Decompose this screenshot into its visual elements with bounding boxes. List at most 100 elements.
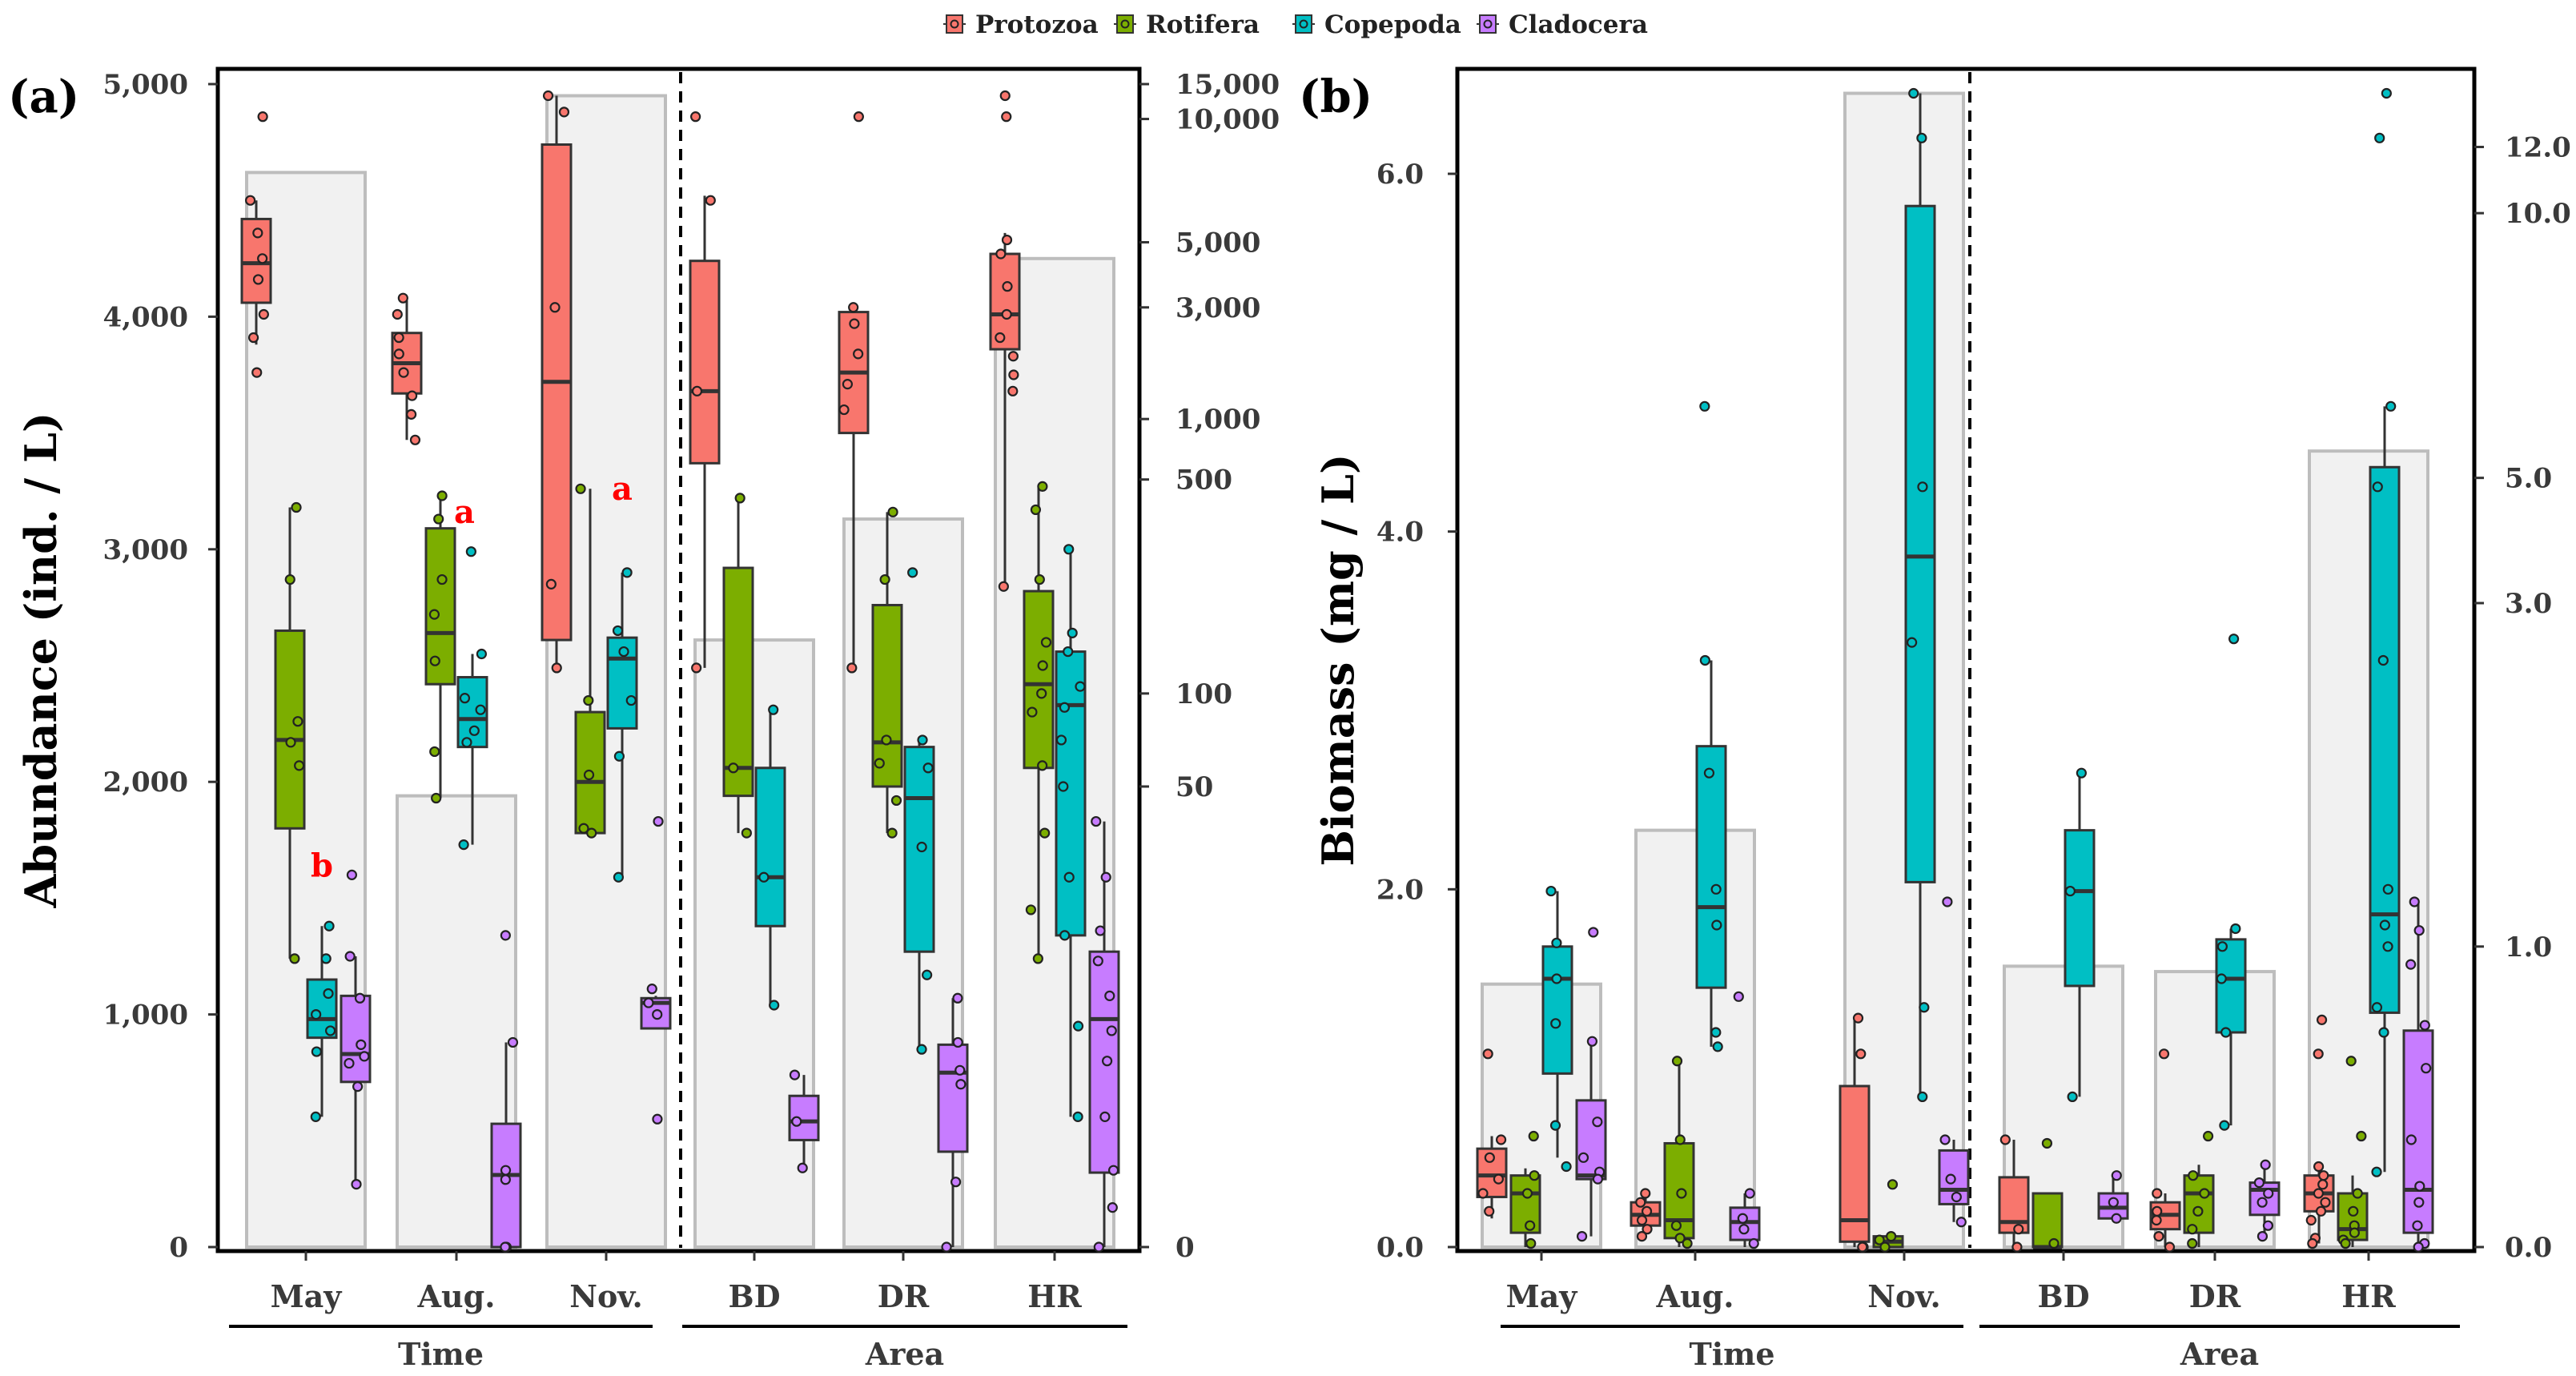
point-copepoda-aug bbox=[459, 693, 471, 704]
y2-tick-label: 0.0 bbox=[2505, 1232, 2552, 1264]
point-protozoa-dr bbox=[848, 302, 859, 313]
point-copepoda-hr bbox=[1063, 646, 1074, 658]
point-protozoa-hr bbox=[2318, 1170, 2329, 1181]
y2-tick-label: 12.0 bbox=[2505, 132, 2571, 164]
legend-label-rotifera: Rotifera bbox=[1146, 10, 1260, 39]
point-protozoa-bd bbox=[690, 111, 701, 123]
point-cladocera-hr bbox=[1107, 1202, 1118, 1213]
y-axis-title: Biomass (mg / L) bbox=[1312, 453, 1364, 866]
point-cladocera-aug bbox=[500, 1241, 511, 1253]
point-copepoda-aug bbox=[475, 704, 486, 715]
point-rotifera-nov bbox=[583, 694, 594, 706]
point-protozoa-nov bbox=[1852, 1012, 1864, 1024]
point-copepoda-dr bbox=[916, 841, 927, 853]
point-cladocera-bd bbox=[797, 1162, 808, 1173]
point-protozoa-nov bbox=[558, 107, 570, 118]
point-protozoa-may bbox=[257, 111, 268, 123]
point-protozoa-aug bbox=[398, 367, 409, 378]
point-copepoda-may bbox=[1545, 885, 1557, 897]
panel-letter: (a) bbox=[8, 70, 79, 123]
point-rotifera-hr bbox=[1037, 660, 1048, 671]
point-copepoda-nov bbox=[625, 694, 637, 706]
point-cladocera-may bbox=[1586, 1036, 1597, 1047]
point-rotifera-hr bbox=[2356, 1130, 2367, 1142]
point-copepoda-nov bbox=[612, 625, 624, 637]
point-copepoda-hr bbox=[2381, 87, 2392, 99]
point-rotifera-aug bbox=[429, 746, 440, 758]
point-protozoa-hr bbox=[2313, 1161, 2325, 1173]
point-cladocera-hr bbox=[1092, 956, 1103, 967]
point-cladocera-bd bbox=[2111, 1170, 2122, 1181]
point-protozoa-bd bbox=[705, 195, 716, 206]
y2-tick-label: 1,000 bbox=[1175, 404, 1260, 436]
point-protozoa-bd bbox=[691, 385, 703, 396]
point-cladocera-may bbox=[344, 951, 356, 962]
x-tick-label-may: May bbox=[271, 1278, 343, 1314]
point-copepoda-dr bbox=[2230, 923, 2241, 935]
y2-tick-label: 10,000 bbox=[1175, 104, 1280, 136]
point-protozoa-may bbox=[1495, 1134, 1507, 1145]
point-copepoda-hr bbox=[1072, 1111, 1083, 1122]
point-rotifera-aug bbox=[436, 573, 448, 585]
point-rotifera-nov bbox=[583, 769, 595, 781]
point-rotifera-aug bbox=[433, 513, 444, 525]
point-copepoda-may bbox=[323, 988, 334, 1000]
point-rotifera-hr bbox=[2349, 1227, 2360, 1238]
point-copepoda-dr bbox=[922, 762, 934, 774]
box-protozoa-bd bbox=[1998, 1176, 2030, 1234]
point-rotifera-hr bbox=[1032, 953, 1043, 964]
point-cladocera-dr bbox=[2257, 1230, 2269, 1242]
y-tick-label: 0.0 bbox=[1376, 1232, 1424, 1264]
point-cladocera-hr bbox=[2413, 1197, 2425, 1208]
point-rotifera-aug bbox=[1670, 1220, 1682, 1231]
point-rotifera-bd bbox=[728, 762, 739, 774]
box-protozoa-nov bbox=[1839, 1084, 1871, 1243]
point-rotifera-may bbox=[1529, 1170, 1540, 1181]
point-rotifera-hr bbox=[1037, 481, 1048, 492]
point-cladocera-hr bbox=[2421, 1063, 2432, 1074]
point-copepoda-dr bbox=[907, 567, 918, 578]
box-rotifera-bd bbox=[2031, 1192, 2064, 1249]
point-copepoda-may bbox=[311, 1008, 322, 1020]
point-copepoda-dr bbox=[2216, 941, 2228, 952]
point-rotifera-dr bbox=[890, 795, 902, 807]
legend-label-cladocera: Cladocera bbox=[1509, 10, 1648, 39]
point-protozoa-may bbox=[1484, 1205, 1495, 1217]
point-cladocera-hr bbox=[2419, 1020, 2430, 1031]
point-rotifera-bd bbox=[741, 827, 752, 839]
point-cladocera-dr bbox=[950, 1177, 962, 1188]
point-copepoda-dr bbox=[916, 1044, 927, 1055]
point-rotifera-hr bbox=[2352, 1188, 2363, 1199]
point-protozoa-hr bbox=[2305, 1214, 2317, 1226]
point-protozoa-aug bbox=[1636, 1214, 1648, 1226]
point-protozoa-may bbox=[247, 332, 259, 344]
point-rotifera-nov bbox=[578, 823, 589, 834]
group-label-time: Time bbox=[1689, 1336, 1774, 1372]
point-protozoa-hr bbox=[2316, 1014, 2328, 1025]
point-protozoa-dr bbox=[849, 318, 860, 329]
point-copepoda-may bbox=[310, 1111, 321, 1122]
point-copepoda-nov bbox=[621, 567, 633, 578]
point-rotifera-hr bbox=[2345, 1056, 2357, 1067]
point-cladocera-aug bbox=[1748, 1237, 1759, 1249]
point-protozoa-hr bbox=[2313, 1048, 2324, 1060]
point-protozoa-hr bbox=[2320, 1197, 2331, 1208]
total-bar-nov bbox=[1843, 91, 1965, 1249]
point-rotifera-dr bbox=[2187, 1224, 2198, 1235]
point-cladocera-bd bbox=[789, 1069, 801, 1080]
point-cladocera-may bbox=[354, 992, 366, 1004]
point-rotifera-may bbox=[291, 501, 302, 513]
point-cladocera-aug bbox=[1737, 1213, 1748, 1224]
box-protozoa-bd bbox=[689, 260, 721, 465]
point-rotifera-hr bbox=[1025, 904, 1037, 915]
point-cladocera-may bbox=[346, 869, 358, 880]
point-copepoda-nov bbox=[1907, 637, 1918, 648]
point-rotifera-aug bbox=[1682, 1237, 1693, 1249]
group-label-area: Area bbox=[2180, 1336, 2259, 1372]
point-cladocera-may bbox=[351, 1178, 362, 1190]
point-cladocera-dr bbox=[2263, 1188, 2274, 1199]
point-protozoa-aug bbox=[397, 292, 408, 304]
x-tick-label-dr: DR bbox=[878, 1278, 930, 1314]
point-protozoa-aug bbox=[1636, 1230, 1648, 1242]
box-copepoda-hr bbox=[1055, 650, 1087, 937]
